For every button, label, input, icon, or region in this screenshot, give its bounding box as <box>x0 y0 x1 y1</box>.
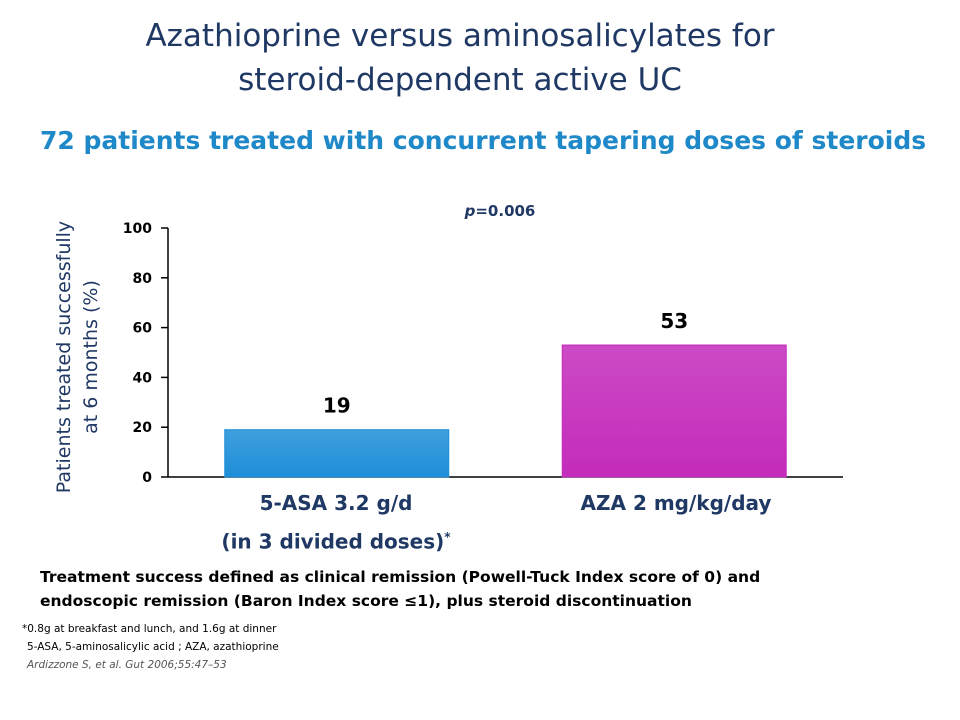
bar-5asa <box>224 429 450 478</box>
y-tick-label: 80 <box>133 271 153 287</box>
definition-line-1: Treatment success defined as clinical re… <box>40 568 761 586</box>
footnote-marker: * <box>444 530 451 544</box>
y-axis-label-line-2: at 6 months (%) <box>80 280 102 434</box>
y-axis-label: Patients treated successfully at 6 month… <box>51 217 105 497</box>
category-5asa-sublabel: (in 3 divided doses)* <box>221 529 451 554</box>
category-aza-name: AZA 2 mg/kg/day <box>580 491 772 515</box>
treatment-definition: Treatment success defined as clinical re… <box>40 565 920 613</box>
p-value-annotation: p=0.006 <box>464 202 536 220</box>
footnote-abbreviations: 5-ASA, 5-aminosalicylic acid ; AZA, azat… <box>27 641 279 653</box>
category-label-aza: AZA 2 mg/kg/day <box>526 486 826 520</box>
bar-aza <box>561 344 787 478</box>
y-tick-label: 0 <box>142 470 152 486</box>
title-line-2: steroid-dependent active UC <box>238 62 682 98</box>
definition-line-2: endoscopic remission (Baron Index score … <box>40 592 692 610</box>
y-tick-label: 40 <box>133 370 153 386</box>
title-line-1: Azathioprine versus aminosalicylates for <box>145 18 775 54</box>
y-tick-label: 100 <box>123 221 152 237</box>
category-label-5asa: 5-ASA 3.2 g/d (in 3 divided doses)* <box>186 486 486 559</box>
reference-citation: Ardizzone S, et al. Gut 2006;55:47–53 <box>27 659 227 671</box>
slide-title: Azathioprine versus aminosalicylates for… <box>0 14 920 102</box>
bar-value-label: 19 <box>323 394 351 418</box>
y-axis-label-line-1: Patients treated successfully <box>53 220 75 494</box>
subtitle: 72 patients treated with concurrent tape… <box>40 126 927 155</box>
y-tick-label: 60 <box>133 321 153 337</box>
y-tick-label: 20 <box>133 420 153 436</box>
category-5asa-name: 5-ASA 3.2 g/d <box>259 491 413 515</box>
footnote-dosing: *0.8g at breakfast and lunch, and 1.6g a… <box>22 623 277 635</box>
bar-value-label: 53 <box>660 309 688 333</box>
